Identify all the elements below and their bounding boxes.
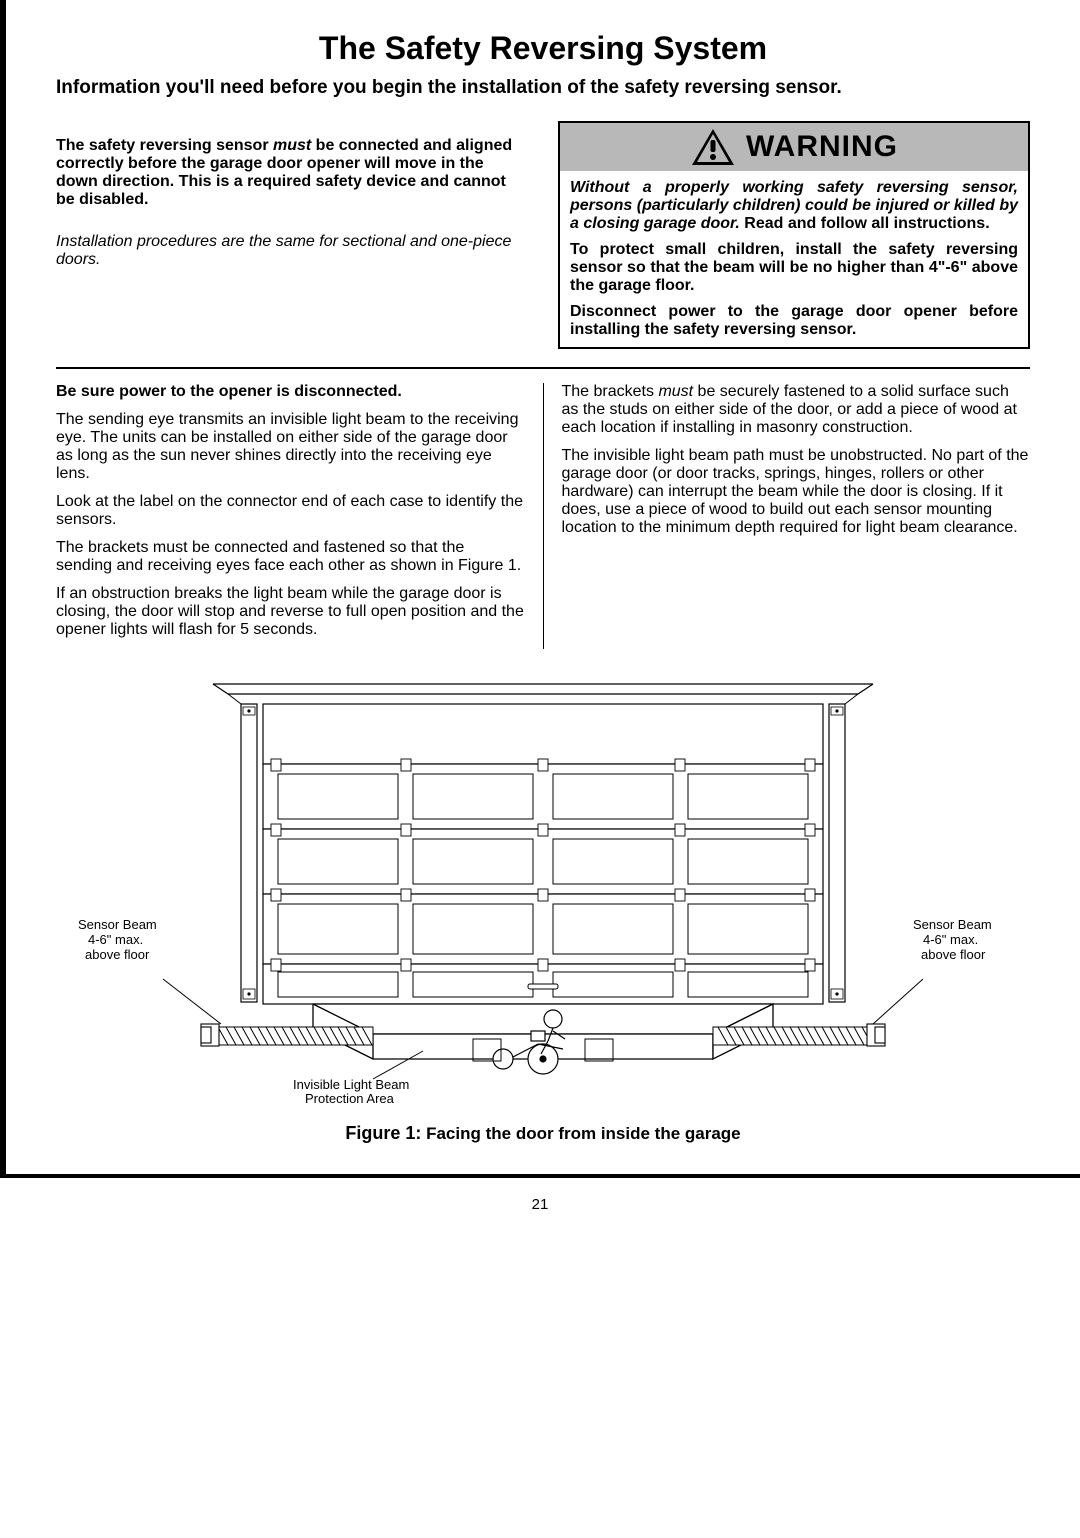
warning-column: WARNING Without a properly working safet… <box>558 121 1030 349</box>
fig-right-label-3: above floor <box>921 947 986 962</box>
fig-left-label-1: Sensor Beam <box>78 917 157 932</box>
left-p1: The sending eye transmits an invisible l… <box>56 411 525 483</box>
figure-caption: Figure 1: Facing the door from inside th… <box>56 1123 1030 1144</box>
intro-paragraph-2: Installation procedures are the same for… <box>56 233 528 269</box>
warning-box: WARNING Without a properly working safet… <box>558 121 1030 349</box>
warning-p2: To protect small children, install the s… <box>570 241 1018 295</box>
right-column: The brackets must be securely fastened t… <box>544 383 1031 649</box>
figure-1: Sensor Beam 4-6" max. above floor Sensor… <box>56 679 1030 1144</box>
intro-paragraph-1: The safety reversing sensor must be conn… <box>56 137 528 209</box>
fig-left-label-3: above floor <box>85 947 150 962</box>
fig-left-label-2: 4-6" max. <box>88 932 143 947</box>
section-divider <box>56 367 1030 369</box>
left-heading: Be sure power to the opener is disconnec… <box>56 383 525 401</box>
warning-title: WARNING <box>746 130 898 164</box>
page-number: 21 <box>0 1196 1080 1213</box>
fig-beam-label-2: Protection Area <box>305 1091 395 1106</box>
figure-caption-text: Facing the door from inside the garage <box>421 1124 740 1143</box>
fig-right-label-1: Sensor Beam <box>913 917 992 932</box>
page-subheading: Information you'll need before you begin… <box>56 77 1030 99</box>
left-p4: If an obstruction breaks the light beam … <box>56 585 525 639</box>
warning-triangle-icon <box>690 127 736 167</box>
warning-header: WARNING <box>560 123 1028 171</box>
intro-p1-must: must <box>273 137 311 154</box>
left-column: Be sure power to the opener is disconnec… <box>56 383 544 649</box>
intro-grid: The safety reversing sensor must be conn… <box>56 121 1030 349</box>
right-p2: The invisible light beam path must be un… <box>562 447 1031 537</box>
intro-left-column: The safety reversing sensor must be conn… <box>56 121 528 349</box>
fig-beam-label-1: Invisible Light Beam <box>293 1077 409 1092</box>
warning-p3: Disconnect power to the garage door open… <box>570 303 1018 339</box>
document-page: The Safety Reversing System Information … <box>0 0 1080 1178</box>
page-title: The Safety Reversing System <box>56 30 1030 67</box>
intro-p1-a: The safety reversing sensor <box>56 137 273 154</box>
garage-door-diagram: Sensor Beam 4-6" max. above floor Sensor… <box>73 679 1013 1109</box>
warning-p1: Without a properly working safety revers… <box>570 179 1018 233</box>
fig-right-label-2: 4-6" max. <box>923 932 978 947</box>
left-p3: The brackets must be connected and faste… <box>56 539 525 575</box>
two-column-section: Be sure power to the opener is disconnec… <box>56 383 1030 649</box>
left-p2: Look at the label on the connector end o… <box>56 493 525 529</box>
right-p1-a: The brackets <box>562 383 659 400</box>
right-p1-must: must <box>658 383 693 400</box>
figure-number: Figure 1: <box>345 1123 421 1143</box>
warning-p1-b: Read and follow all instructions. <box>740 215 990 232</box>
warning-body: Without a properly working safety revers… <box>560 171 1028 347</box>
right-p1: The brackets must be securely fastened t… <box>562 383 1031 437</box>
